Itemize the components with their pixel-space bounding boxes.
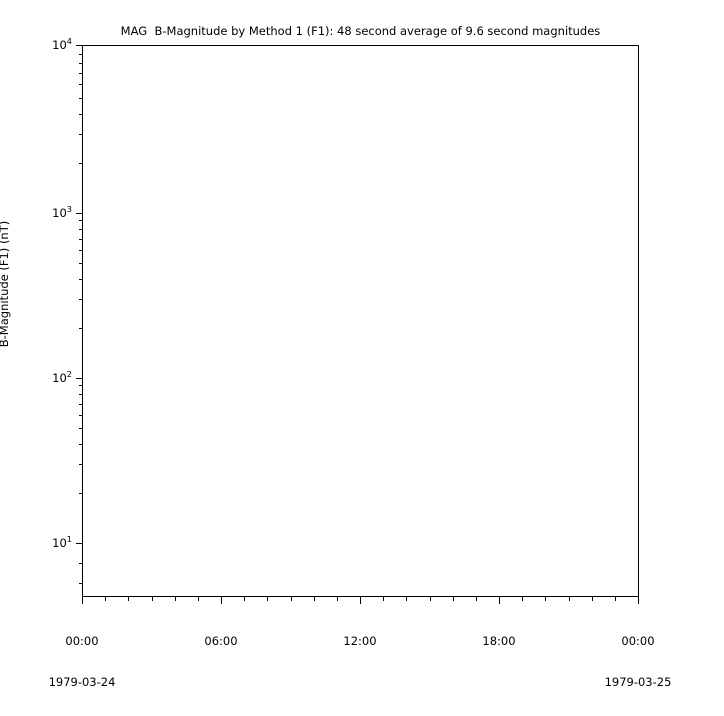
y-tick-major (76, 543, 83, 544)
y-tick-minor (79, 54, 83, 55)
y-tick-mantissa: 10 (52, 536, 67, 550)
y-tick-minor (79, 84, 83, 85)
x-tick-major (82, 597, 83, 604)
x-tick-time: 18:00 (482, 634, 516, 648)
y-tick-label-1000: 103 (52, 204, 72, 220)
x-tick-label-start: 00:00 1979-03-24 (22, 608, 142, 716)
x-tick-minor (453, 597, 454, 601)
y-tick-minor (79, 134, 83, 135)
chart-title: MAG B-Magnitude by Method 1 (F1): 48 sec… (120, 24, 601, 38)
x-tick-label-0600: 06:00 (161, 608, 281, 676)
y-tick-label-100: 102 (52, 369, 72, 385)
y-tick-exponent: 1 (66, 534, 72, 545)
x-tick-label-1200: 12:00 (300, 608, 420, 676)
y-tick-minor (79, 239, 83, 240)
x-tick-minor (175, 597, 176, 601)
y-tick-minor (79, 394, 83, 395)
y-tick-minor (79, 279, 83, 280)
y-tick-minor (79, 428, 83, 429)
x-tick-minor (291, 597, 292, 601)
y-tick-minor (79, 583, 83, 584)
x-tick-minor (545, 597, 546, 601)
y-tick-exponent: 4 (66, 36, 72, 47)
y-tick-minor (79, 563, 83, 564)
x-tick-minor (198, 597, 199, 601)
y-tick-exponent: 3 (66, 204, 72, 215)
y-tick-label-10000: 104 (52, 36, 72, 52)
y-tick-minor (79, 263, 83, 264)
x-tick-minor (406, 597, 407, 601)
x-tick-major (638, 597, 639, 604)
figure-canvas: MAG B-Magnitude by Method 1 (F1): 48 sec… (0, 24, 672, 689)
x-tick-minor (105, 597, 106, 601)
plot-data-canvas (83, 46, 638, 596)
x-tick-minor (592, 597, 593, 601)
x-tick-major (221, 597, 222, 604)
y-tick-major (76, 213, 83, 214)
y-tick-minor (79, 299, 83, 300)
x-tick-date: 1979-03-25 (604, 674, 672, 689)
plot-area[interactable] (82, 45, 639, 597)
y-tick-minor (79, 404, 83, 405)
y-tick-minor (79, 229, 83, 230)
y-tick-minor (79, 328, 83, 329)
x-tick-minor (152, 597, 153, 601)
x-tick-minor (128, 597, 129, 601)
y-tick-mantissa: 10 (52, 206, 67, 220)
y-tick-label-10: 101 (52, 534, 72, 550)
x-tick-minor (569, 597, 570, 601)
y-tick-minor (79, 73, 83, 74)
y-tick-mantissa: 10 (52, 371, 67, 385)
y-tick-minor (79, 415, 83, 416)
y-tick-minor (79, 163, 83, 164)
x-tick-minor (615, 597, 616, 601)
x-tick-minor (522, 597, 523, 601)
y-tick-minor (79, 114, 83, 115)
y-tick-mantissa: 10 (52, 38, 67, 52)
y-tick-minor (79, 385, 83, 386)
x-tick-label-end: 00:00 1979-03-25 (578, 608, 698, 716)
y-axis-label: B-Magnitude (F1) (nT) (0, 220, 11, 348)
x-tick-minor (383, 597, 384, 601)
y-tick-minor (79, 493, 83, 494)
x-tick-minor (430, 597, 431, 601)
x-tick-date: 1979-03-24 (48, 674, 116, 689)
y-tick-minor (79, 250, 83, 251)
y-tick-exponent: 2 (66, 369, 72, 380)
x-tick-major (360, 597, 361, 604)
y-tick-minor (79, 220, 83, 221)
y-tick-minor (79, 98, 83, 99)
x-tick-minor (476, 597, 477, 601)
x-tick-minor (244, 597, 245, 601)
y-tick-minor (79, 464, 83, 465)
x-tick-time: 00:00 (65, 634, 99, 648)
x-tick-time: 12:00 (343, 634, 377, 648)
x-tick-time: 00:00 (621, 634, 655, 648)
x-tick-minor (337, 597, 338, 601)
y-tick-minor (79, 444, 83, 445)
x-tick-label-1800: 18:00 (439, 608, 559, 676)
x-tick-minor (314, 597, 315, 601)
y-tick-minor (79, 63, 83, 64)
y-tick-major (76, 45, 83, 46)
x-tick-time: 06:00 (204, 634, 238, 648)
x-tick-minor (267, 597, 268, 601)
x-tick-major (499, 597, 500, 604)
y-tick-major (76, 378, 83, 379)
